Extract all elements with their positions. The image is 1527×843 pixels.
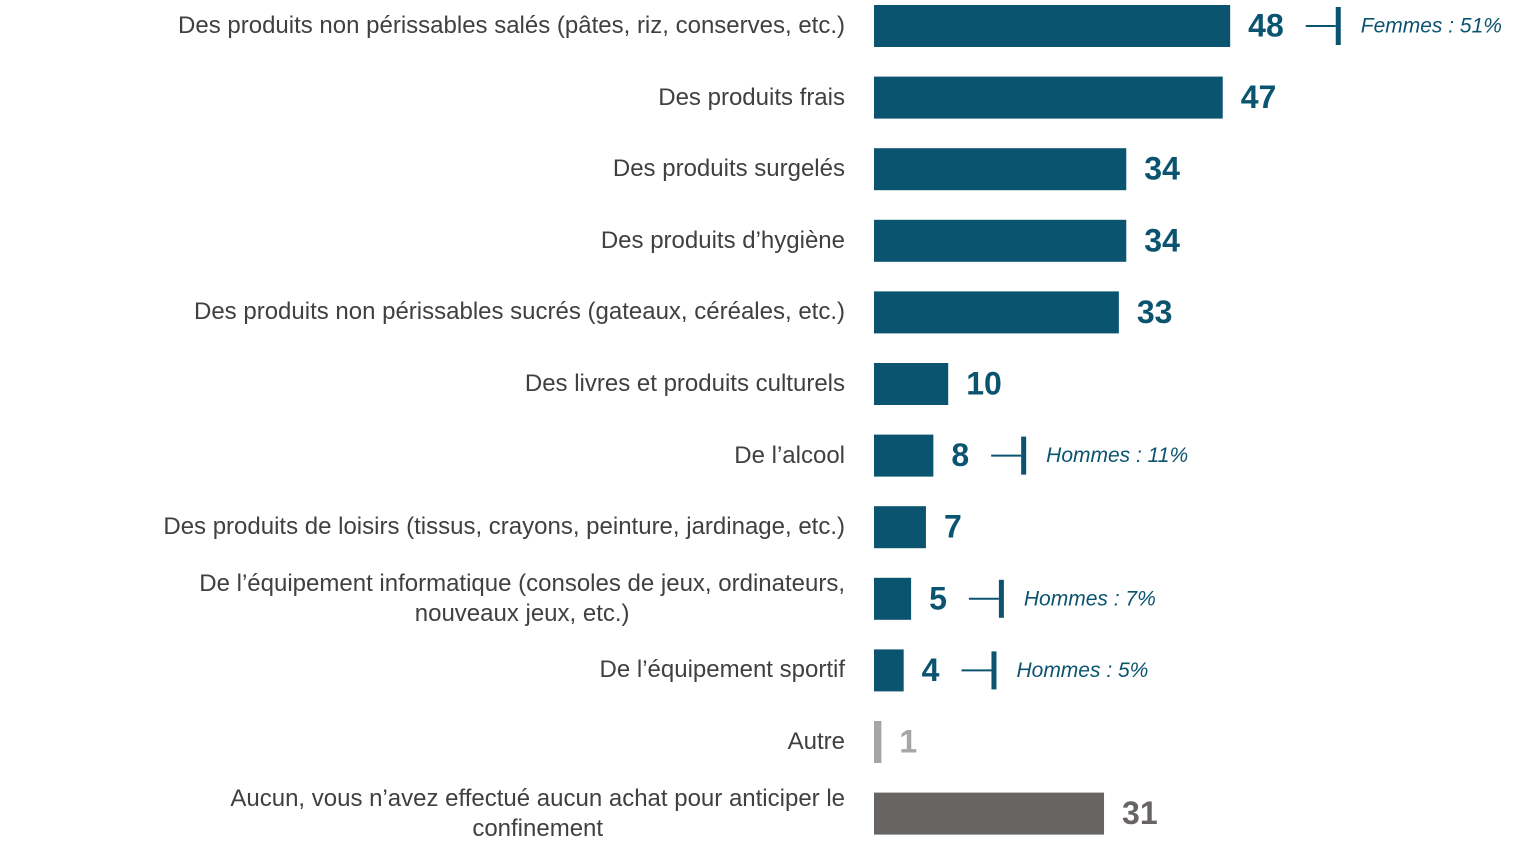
category-label: Des produits surgelés xyxy=(612,155,845,183)
bar xyxy=(874,148,1127,191)
bar xyxy=(874,291,1119,334)
annotation: Hommes : 7% xyxy=(1024,587,1156,610)
bar xyxy=(874,792,1105,835)
bar xyxy=(874,363,949,405)
category-label: Des produits non périssables salés (pâte… xyxy=(178,12,845,39)
value-label: 33 xyxy=(1137,294,1173,330)
bar xyxy=(874,76,1223,119)
category-label: Des produits non périssables sucrés (gat… xyxy=(194,298,845,326)
category-label: Aucun, vous n’avez effectué aucun achat … xyxy=(230,784,845,842)
category-label: Des produits d’hygiène xyxy=(600,226,845,254)
value-label: 5 xyxy=(929,580,947,616)
annotation: Femmes : 51% xyxy=(1361,15,1502,38)
category-label: Autre xyxy=(787,728,845,755)
bar xyxy=(874,577,912,620)
bar xyxy=(874,5,1231,47)
category-label: De l’alcool xyxy=(734,441,845,469)
bar xyxy=(874,649,904,692)
value-label: 1 xyxy=(899,723,917,759)
annotation: Hommes : 5% xyxy=(1016,659,1148,682)
bar xyxy=(874,721,882,763)
category-label: De l’équipement sportif xyxy=(599,656,845,684)
annotation-tick xyxy=(1021,436,1027,475)
value-label: 34 xyxy=(1144,151,1180,187)
bar xyxy=(874,219,1127,262)
bar xyxy=(874,434,934,477)
category-label: Des produits frais xyxy=(658,83,845,111)
value-label: 34 xyxy=(1144,222,1180,258)
category-label: De l’équipement informatique (consoles d… xyxy=(199,569,845,627)
category-label: Des livres et produits culturels xyxy=(524,370,845,397)
annotation-tick xyxy=(991,651,997,690)
annotation-tick xyxy=(1335,7,1341,45)
value-label: 4 xyxy=(922,652,940,688)
bar xyxy=(874,506,926,549)
value-label: 47 xyxy=(1241,79,1277,115)
value-label: 7 xyxy=(944,509,962,545)
value-label: 8 xyxy=(951,437,969,473)
category-label: Des produits de loisirs (tissus, crayons… xyxy=(163,513,845,541)
value-label: 10 xyxy=(966,365,1002,401)
annotation-tick xyxy=(998,579,1004,618)
annotation: Hommes : 11% xyxy=(1046,444,1188,467)
value-label: 48 xyxy=(1248,7,1284,43)
value-label: 31 xyxy=(1122,795,1158,831)
